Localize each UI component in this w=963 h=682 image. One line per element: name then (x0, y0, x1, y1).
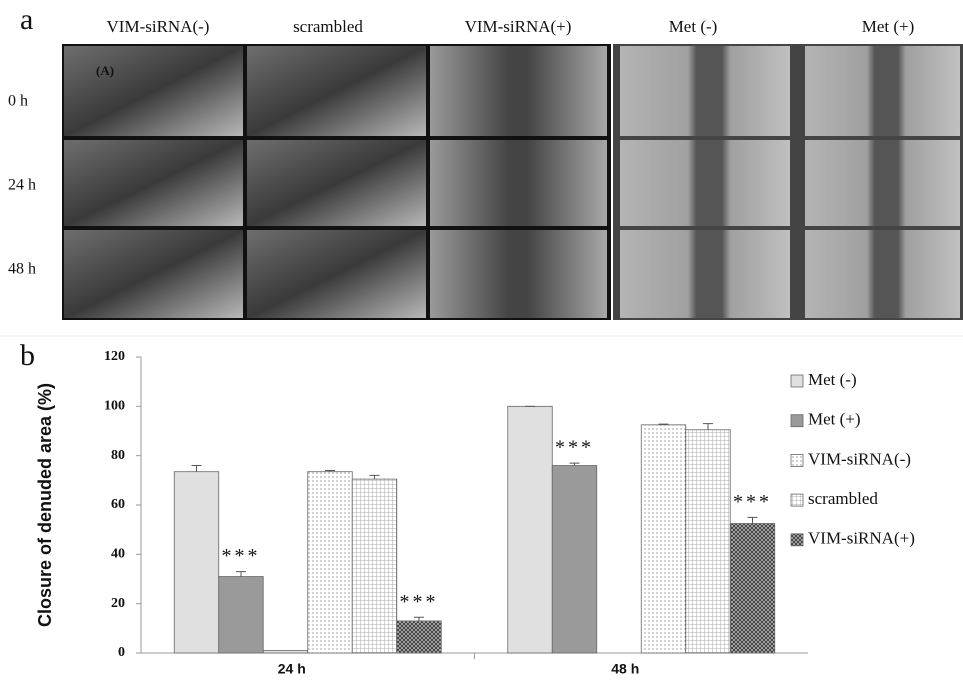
legend-swatch (790, 414, 804, 428)
y-tick-label: 20 (111, 596, 125, 611)
significance-marker: *** (400, 591, 439, 613)
bar (218, 576, 264, 654)
micrograph (620, 230, 790, 318)
micrograph (64, 230, 243, 318)
bar (640, 424, 687, 654)
micrograph (64, 140, 243, 226)
micrograph (805, 230, 960, 318)
bar (351, 478, 398, 654)
y-axis-title: Closure of denuded area (%) (35, 383, 55, 627)
y-tick-label: 80 (111, 448, 125, 463)
micrograph (247, 140, 426, 226)
bar (396, 620, 442, 654)
x-tick-label: 24 h (278, 661, 306, 677)
error-bar (191, 465, 202, 472)
error-bar (236, 571, 246, 577)
column-label: Met (-) (669, 17, 718, 36)
legend-swatch (790, 533, 804, 547)
micrograph (805, 46, 960, 136)
significance-marker: *** (555, 437, 594, 459)
legend-swatch (790, 374, 804, 388)
x-tick-label: 48 h (611, 661, 639, 677)
panel-label: b (20, 339, 35, 372)
error-bar (703, 423, 713, 430)
bar (685, 429, 731, 654)
y-tick-label: 40 (111, 547, 125, 562)
error-bar (569, 462, 580, 466)
micrograph (430, 140, 607, 226)
bar (551, 465, 598, 654)
legend-label: VIM-siRNA(-) (808, 449, 911, 468)
error-bar (658, 423, 669, 425)
legend-label: VIM-siRNA(+) (808, 529, 915, 548)
y-tick-label: 120 (104, 349, 125, 364)
micrographs (64, 46, 960, 318)
micrograph (64, 46, 243, 136)
row-label: 0 h (8, 93, 28, 110)
significance-marker: *** (733, 491, 772, 513)
error-bar (325, 469, 335, 472)
legend-label: scrambled (808, 489, 878, 508)
column-label: VIM-siRNA(-) (107, 17, 210, 36)
error-bar (747, 516, 758, 524)
micrograph (247, 46, 426, 136)
bar (729, 523, 776, 654)
bar (262, 650, 309, 654)
bar (173, 471, 220, 654)
micrograph (430, 230, 607, 318)
column-label: VIM-siRNA(+) (465, 17, 572, 36)
micrograph (430, 46, 607, 136)
micrograph (620, 46, 790, 136)
y-tick-label: 0 (118, 645, 125, 660)
legend-label: Met (-) (808, 370, 857, 389)
row-label: 48 h (8, 261, 36, 278)
inset-label: (A) (96, 63, 114, 78)
panel-label: a (20, 3, 33, 36)
error-bar (414, 616, 424, 621)
micrograph (620, 140, 790, 226)
row-label: 24 h (8, 177, 36, 194)
column-label: Met (+) (862, 17, 915, 36)
micrograph (805, 140, 960, 226)
y-tick-label: 100 (104, 399, 125, 414)
legend-swatch (790, 493, 804, 507)
micrograph (247, 230, 426, 318)
legend-swatch (790, 453, 804, 467)
bar (507, 405, 553, 654)
bar (307, 471, 353, 654)
error-bar (369, 474, 380, 480)
significance-marker: *** (222, 545, 261, 567)
y-tick-label: 60 (111, 497, 125, 512)
legend-label: Met (+) (808, 410, 861, 429)
column-label: scrambled (293, 17, 363, 36)
